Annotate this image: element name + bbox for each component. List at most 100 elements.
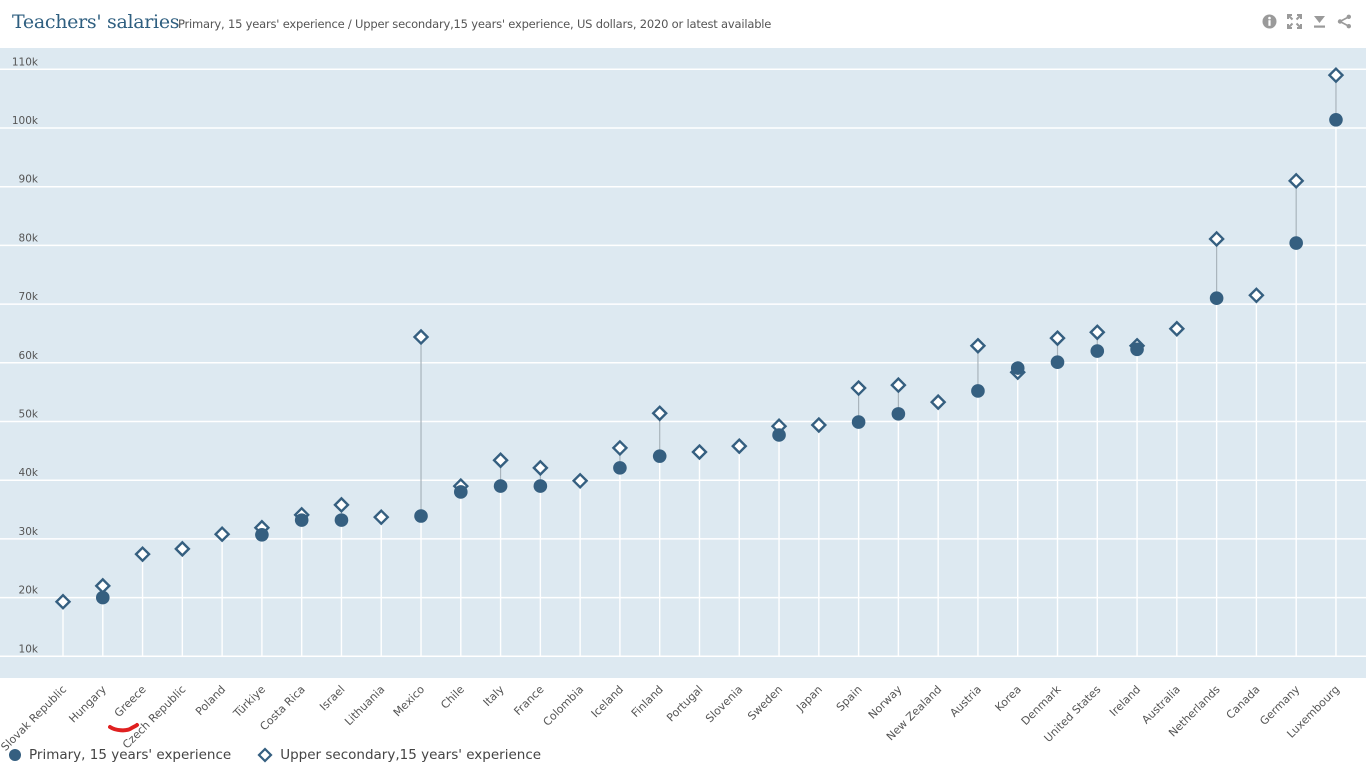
upper-secondary-point <box>492 452 509 469</box>
y-tick-label: 90k <box>19 174 39 186</box>
primary-point <box>971 384 985 398</box>
x-tick-label: Japan <box>793 683 825 715</box>
chart-subtitle: Primary, 15 years' experience / Upper se… <box>178 17 772 31</box>
x-tick-label: Norway <box>866 683 905 722</box>
upper-secondary-point <box>54 593 72 610</box>
x-tick-label: Israel <box>317 683 347 713</box>
chart-title: Teachers' salaries <box>12 11 180 33</box>
stems <box>62 119 1337 656</box>
upper-secondary-point <box>333 496 350 514</box>
x-tick-label: Poland <box>193 683 228 718</box>
x-tick-label: Chile <box>438 683 467 712</box>
y-tick-label: 110k <box>12 56 39 68</box>
y-tick-label: 70k <box>19 291 39 303</box>
legend-label-primary: Primary, 15 years' experience <box>29 747 232 763</box>
upper-secondary-point <box>1208 230 1225 248</box>
y-axis: 10k 20k 30k 40k 50k 60k 70k 80k 90k 100k 110k <box>12 56 39 655</box>
primary-point <box>1130 342 1144 357</box>
upper-secondary-point <box>1248 287 1265 304</box>
y-tick-label: 30k <box>19 526 39 538</box>
y-tick-label: 80k <box>19 232 39 244</box>
upper-secondary-point <box>691 443 708 461</box>
upper-secondary-point <box>174 540 191 558</box>
x-tick-label: Canada <box>1224 683 1263 722</box>
primary-point <box>1010 361 1025 375</box>
upper-secondary-point <box>1089 324 1106 341</box>
x-tick-label: Spain <box>834 683 865 714</box>
primary-point <box>1090 344 1105 358</box>
upper-secondary-point <box>373 508 390 526</box>
share-icon <box>1337 14 1351 29</box>
primary-point <box>613 461 627 475</box>
upper-secondary-point <box>929 393 947 411</box>
x-tick-label: Greece <box>112 683 149 720</box>
x-tick-label: Slovak Republic <box>0 683 69 754</box>
toolbar <box>1262 14 1352 29</box>
x-tick-label: Colombia <box>541 683 587 729</box>
primary-series <box>95 112 1343 605</box>
upper-secondary-point <box>1049 329 1066 347</box>
upper-secondary-point <box>1287 172 1305 190</box>
upper-secondary-point <box>134 545 151 563</box>
y-tick-label: 60k <box>19 350 39 362</box>
upper-secondary-point <box>1327 66 1345 84</box>
primary-point <box>414 509 428 523</box>
upper-secondary-point <box>611 439 629 457</box>
legend: Primary, 15 years' experience Upper seco… <box>8 747 567 763</box>
legend-item-upper-secondary[interactable]: Upper secondary,15 years' experience <box>257 747 541 763</box>
share-button[interactable] <box>1337 14 1352 29</box>
x-tick-label: Iceland <box>589 683 626 720</box>
upper-secondary-point <box>571 472 589 489</box>
upper-secondary-point <box>731 437 748 455</box>
x-tick-label: Korea <box>993 683 1024 714</box>
x-tick-label: Finland <box>629 683 666 720</box>
upper-secondary-point <box>810 416 828 434</box>
primary-point <box>533 479 548 493</box>
upper-secondary-point <box>213 526 231 543</box>
x-tick-label: Italy <box>481 683 507 709</box>
fullscreen-button[interactable] <box>1287 14 1302 29</box>
x-tick-label: Ireland <box>1107 683 1143 719</box>
upper-secondary-point <box>890 376 907 394</box>
y-tick-label: 100k <box>12 115 39 127</box>
info-button[interactable] <box>1262 14 1277 29</box>
info-icon <box>1262 14 1277 29</box>
fullscreen-icon <box>1287 14 1302 29</box>
upper-secondary-point <box>651 405 668 422</box>
upper-secondary-point <box>850 379 867 397</box>
upper-secondary-point <box>532 459 549 477</box>
upper-secondary-point <box>412 328 430 346</box>
red-underline-annotation <box>108 723 139 733</box>
legend-label-upper-secondary: Upper secondary,15 years' experience <box>280 747 542 763</box>
primary-point <box>1329 112 1343 127</box>
download-icon <box>1314 16 1325 28</box>
x-tick-label: Portugal <box>664 683 705 724</box>
chart-header: Teachers' salaries Primary, 15 years' ex… <box>0 0 1366 47</box>
primary-point <box>851 415 866 429</box>
legend-item-primary[interactable]: Primary, 15 years' experience <box>8 747 231 763</box>
upper-secondary-point <box>969 337 987 354</box>
primary-point <box>1289 236 1303 250</box>
x-tick-label: France <box>511 683 546 718</box>
y-tick-label: 50k <box>19 409 39 421</box>
upper-secondary-point <box>1168 320 1186 337</box>
primary-point <box>1050 355 1065 370</box>
primary-point <box>772 428 786 442</box>
primary-point <box>255 527 269 542</box>
y-tick-label: 10k <box>19 643 39 655</box>
x-tick-label: Slovenia <box>703 683 745 725</box>
primary-point <box>891 407 906 421</box>
y-tick-label: 20k <box>19 585 39 597</box>
y-tick-label: 40k <box>19 467 39 479</box>
diamond-marker-icon <box>257 747 273 763</box>
x-tick-label: Hungary <box>66 683 109 726</box>
primary-point <box>95 590 110 605</box>
primary-point <box>493 479 508 493</box>
primary-point <box>454 485 468 499</box>
x-tick-label: Mexico <box>391 683 428 720</box>
download-button[interactable] <box>1312 14 1327 29</box>
circle-marker-icon <box>9 749 21 761</box>
x-tick-label: Sweden <box>745 683 785 723</box>
